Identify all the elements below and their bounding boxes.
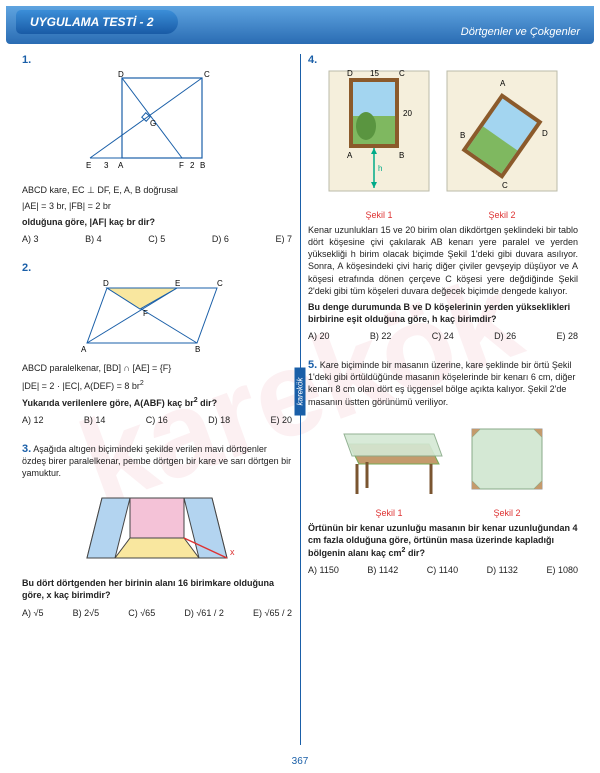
- q4-number: 4.: [308, 54, 317, 66]
- q4-figure-1: D 15 C 20 A B h: [324, 66, 434, 206]
- header-subtitle: Dörtgenler ve Çokgenler: [461, 26, 580, 38]
- svg-text:E: E: [86, 161, 91, 170]
- q5-figure-2: [457, 414, 557, 504]
- question-5: 5. Kare biçiminde bir masanın üzerine, k…: [308, 359, 578, 575]
- q1-opt-a[interactable]: A) 3: [22, 234, 39, 244]
- svg-text:G: G: [150, 119, 156, 128]
- q1-number: 1.: [22, 54, 31, 66]
- q4-sh1-label: Şekil 1: [324, 210, 434, 220]
- svg-text:E: E: [175, 279, 180, 288]
- q5-ask: Örtünün bir kenar uzunluğu masanın bir k…: [308, 522, 578, 559]
- svg-text:F: F: [143, 309, 148, 318]
- svg-text:D: D: [103, 279, 109, 288]
- question-2: 2. D E C A B F ABCD paralelkenar, [BD] ∩…: [22, 262, 292, 424]
- q4-figure-2: A D B C: [442, 66, 562, 206]
- svg-text:A: A: [347, 151, 353, 160]
- q3-opt-a[interactable]: A) √5: [22, 608, 43, 618]
- svg-text:x: x: [230, 547, 235, 557]
- q5-para: Kare biçiminde bir masanın üzerine, kare…: [308, 360, 575, 406]
- q4-para: Kenar uzunlukları 15 ve 20 birim olan di…: [308, 224, 578, 297]
- q2-line2: |DE| = 2 · |EC|, A(DEF) = 8 br2: [22, 379, 292, 392]
- svg-text:B: B: [195, 345, 200, 354]
- svg-text:A: A: [118, 161, 124, 170]
- q3-options: A) √5 B) 2√5 C) √65 D) √61 / 2 E) √65 / …: [22, 608, 292, 618]
- question-3: 3. Aşağıda altıgen biçimindeki şekilde v…: [22, 443, 292, 618]
- q3-opt-b[interactable]: B) 2√5: [73, 608, 99, 618]
- q5-number: 5.: [308, 359, 317, 371]
- svg-text:C: C: [217, 279, 223, 288]
- header-bar: UYGULAMA TESTİ - 2 Dörtgenler ve Çokgenl…: [6, 6, 594, 44]
- q4-ask: Bu denge durumunda B ve D köşelerinin ye…: [308, 301, 578, 325]
- svg-text:20: 20: [403, 109, 412, 118]
- svg-text:C: C: [502, 181, 508, 190]
- q1-line2: |AE| = 3 br, |FB| = 2 br: [22, 200, 292, 212]
- q5-opt-c[interactable]: C) 1140: [427, 565, 458, 575]
- q1-opt-e[interactable]: E) 7: [275, 234, 292, 244]
- svg-text:C: C: [204, 70, 210, 79]
- svg-text:B: B: [460, 131, 465, 140]
- q5-options: A) 1150 B) 1142 C) 1140 D) 1132 E) 1080: [308, 565, 578, 575]
- q1-line1: ABCD kare, EC ⊥ DF, E, A, B doğrusal: [22, 184, 292, 196]
- q2-line1: ABCD paralelkenar, [BD] ∩ [AE] = {F}: [22, 362, 292, 374]
- q4-options: A) 20 B) 22 C) 24 D) 26 E) 28: [308, 331, 578, 341]
- svg-text:F: F: [179, 161, 184, 170]
- q1-figure: D C E 3 A F 2 B G: [82, 70, 232, 180]
- right-column: 4. D 15 C 20: [300, 54, 586, 636]
- svg-text:3: 3: [104, 161, 109, 170]
- q4-opt-d[interactable]: D) 26: [494, 331, 516, 341]
- svg-text:h: h: [378, 164, 382, 173]
- q2-options: A) 12 B) 14 C) 16 D) 18 E) 20: [22, 415, 292, 425]
- q1-opt-b[interactable]: B) 4: [85, 234, 102, 244]
- q3-figure: x: [72, 483, 242, 573]
- q2-opt-d[interactable]: D) 18: [208, 415, 230, 425]
- svg-text:B: B: [200, 161, 205, 170]
- q2-figure: D E C A B F: [77, 278, 237, 358]
- q2-opt-b[interactable]: B) 14: [84, 415, 106, 425]
- q2-opt-a[interactable]: A) 12: [22, 415, 44, 425]
- q4-opt-c[interactable]: C) 24: [432, 331, 454, 341]
- q4-opt-b[interactable]: B) 22: [370, 331, 392, 341]
- q2-opt-e[interactable]: E) 20: [270, 415, 292, 425]
- side-label: karekök: [295, 367, 306, 415]
- q1-ask: olduğuna göre, |AF| kaç br dir?: [22, 216, 292, 228]
- q1-options: A) 3 B) 4 C) 5 D) 6 E) 7: [22, 234, 292, 244]
- svg-text:C: C: [399, 69, 405, 78]
- svg-text:A: A: [500, 79, 506, 88]
- svg-text:2: 2: [190, 161, 195, 170]
- q3-number: 3.: [22, 443, 31, 455]
- q3-opt-e[interactable]: E) √65 / 2: [253, 608, 292, 618]
- q4-opt-e[interactable]: E) 28: [556, 331, 578, 341]
- svg-text:D: D: [347, 69, 353, 78]
- q1-opt-d[interactable]: D) 6: [212, 234, 229, 244]
- q5-opt-a[interactable]: A) 1150: [308, 565, 339, 575]
- svg-text:B: B: [399, 151, 404, 160]
- q2-opt-c[interactable]: C) 16: [146, 415, 168, 425]
- svg-text:D: D: [118, 70, 124, 79]
- question-1: 1. D C E 3 A F 2 B G ABCD kare, EC ⊥ DF,…: [22, 54, 292, 244]
- q2-ask: Yukarıda verilenlere göre, A(ABF) kaç br…: [22, 396, 292, 409]
- q4-sh2-label: Şekil 2: [442, 210, 562, 220]
- svg-text:D: D: [542, 129, 548, 138]
- q2-number: 2.: [22, 262, 31, 274]
- q3-ask: Bu dört dörtgenden her birinin alanı 16 …: [22, 577, 292, 601]
- header-title: UYGULAMA TESTİ - 2: [16, 10, 178, 34]
- page-number: 367: [0, 756, 600, 767]
- q1-opt-c[interactable]: C) 5: [148, 234, 165, 244]
- q5-opt-b[interactable]: B) 1142: [367, 565, 398, 575]
- q5-opt-e[interactable]: E) 1080: [546, 565, 578, 575]
- q3-opt-c[interactable]: C) √65: [128, 608, 155, 618]
- q3-opt-d[interactable]: D) √61 / 2: [184, 608, 223, 618]
- left-column: 1. D C E 3 A F 2 B G ABCD kare, EC ⊥ DF,…: [14, 54, 300, 636]
- q5-sh1-label: Şekil 1: [329, 508, 449, 518]
- q5-figure-1: [329, 414, 449, 504]
- question-4: 4. D 15 C 20: [308, 54, 578, 341]
- content-area: 1. D C E 3 A F 2 B G ABCD kare, EC ⊥ DF,…: [0, 44, 600, 636]
- q5-sh2-label: Şekil 2: [457, 508, 557, 518]
- q5-opt-d[interactable]: D) 1132: [487, 565, 518, 575]
- q3-intro: Aşağıda altıgen biçimindeki şekilde veri…: [22, 444, 291, 478]
- q4-opt-a[interactable]: A) 20: [308, 331, 330, 341]
- svg-text:A: A: [81, 345, 87, 354]
- svg-text:15: 15: [370, 69, 379, 78]
